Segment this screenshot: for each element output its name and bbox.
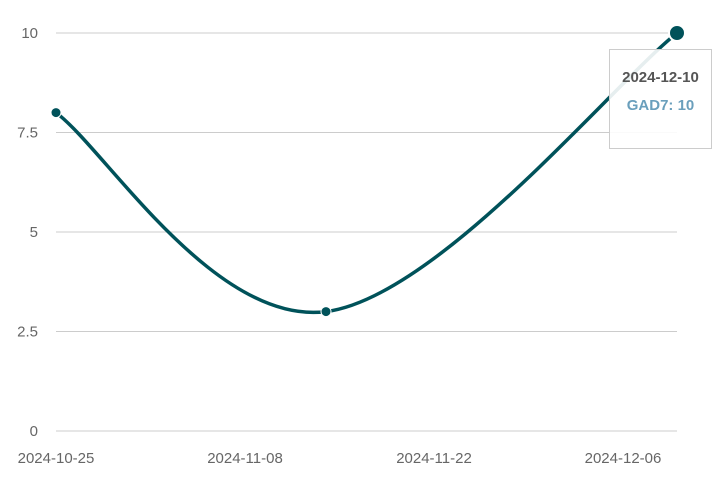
tooltip-date: 2024-12-10 (622, 69, 699, 86)
data-point[interactable] (50, 107, 62, 119)
series-line-gad7 (54, 31, 679, 315)
x-tick-label: 2024-11-22 (396, 450, 472, 467)
tooltip-value: GAD7: 10 (626, 97, 695, 114)
y-tick-label: 0 (30, 423, 38, 440)
series-layer (54, 31, 679, 315)
y-tick-label: 5 (30, 224, 38, 241)
y-tick-label: 10 (21, 25, 38, 42)
y-tick-label: 2.5 (17, 324, 38, 341)
x-axis: 2024-10-25 2024-11-08 2024-11-22 2024-12-06 (18, 450, 662, 467)
x-tick-label: 2024-11-08 (207, 450, 283, 467)
y-tick-label: 7.5 (17, 125, 38, 142)
data-point[interactable] (320, 306, 332, 318)
grid-layer (56, 32, 677, 432)
x-tick-label: 2024-10-25 (18, 450, 95, 467)
tooltip: 2024-12-10 GAD7: 10 (609, 49, 712, 149)
x-tick-label: 2024-12-06 (585, 450, 662, 467)
data-point-active[interactable] (668, 24, 686, 42)
y-axis: 0 2.5 5 7.5 10 (17, 25, 38, 440)
point-layer[interactable] (50, 24, 686, 318)
